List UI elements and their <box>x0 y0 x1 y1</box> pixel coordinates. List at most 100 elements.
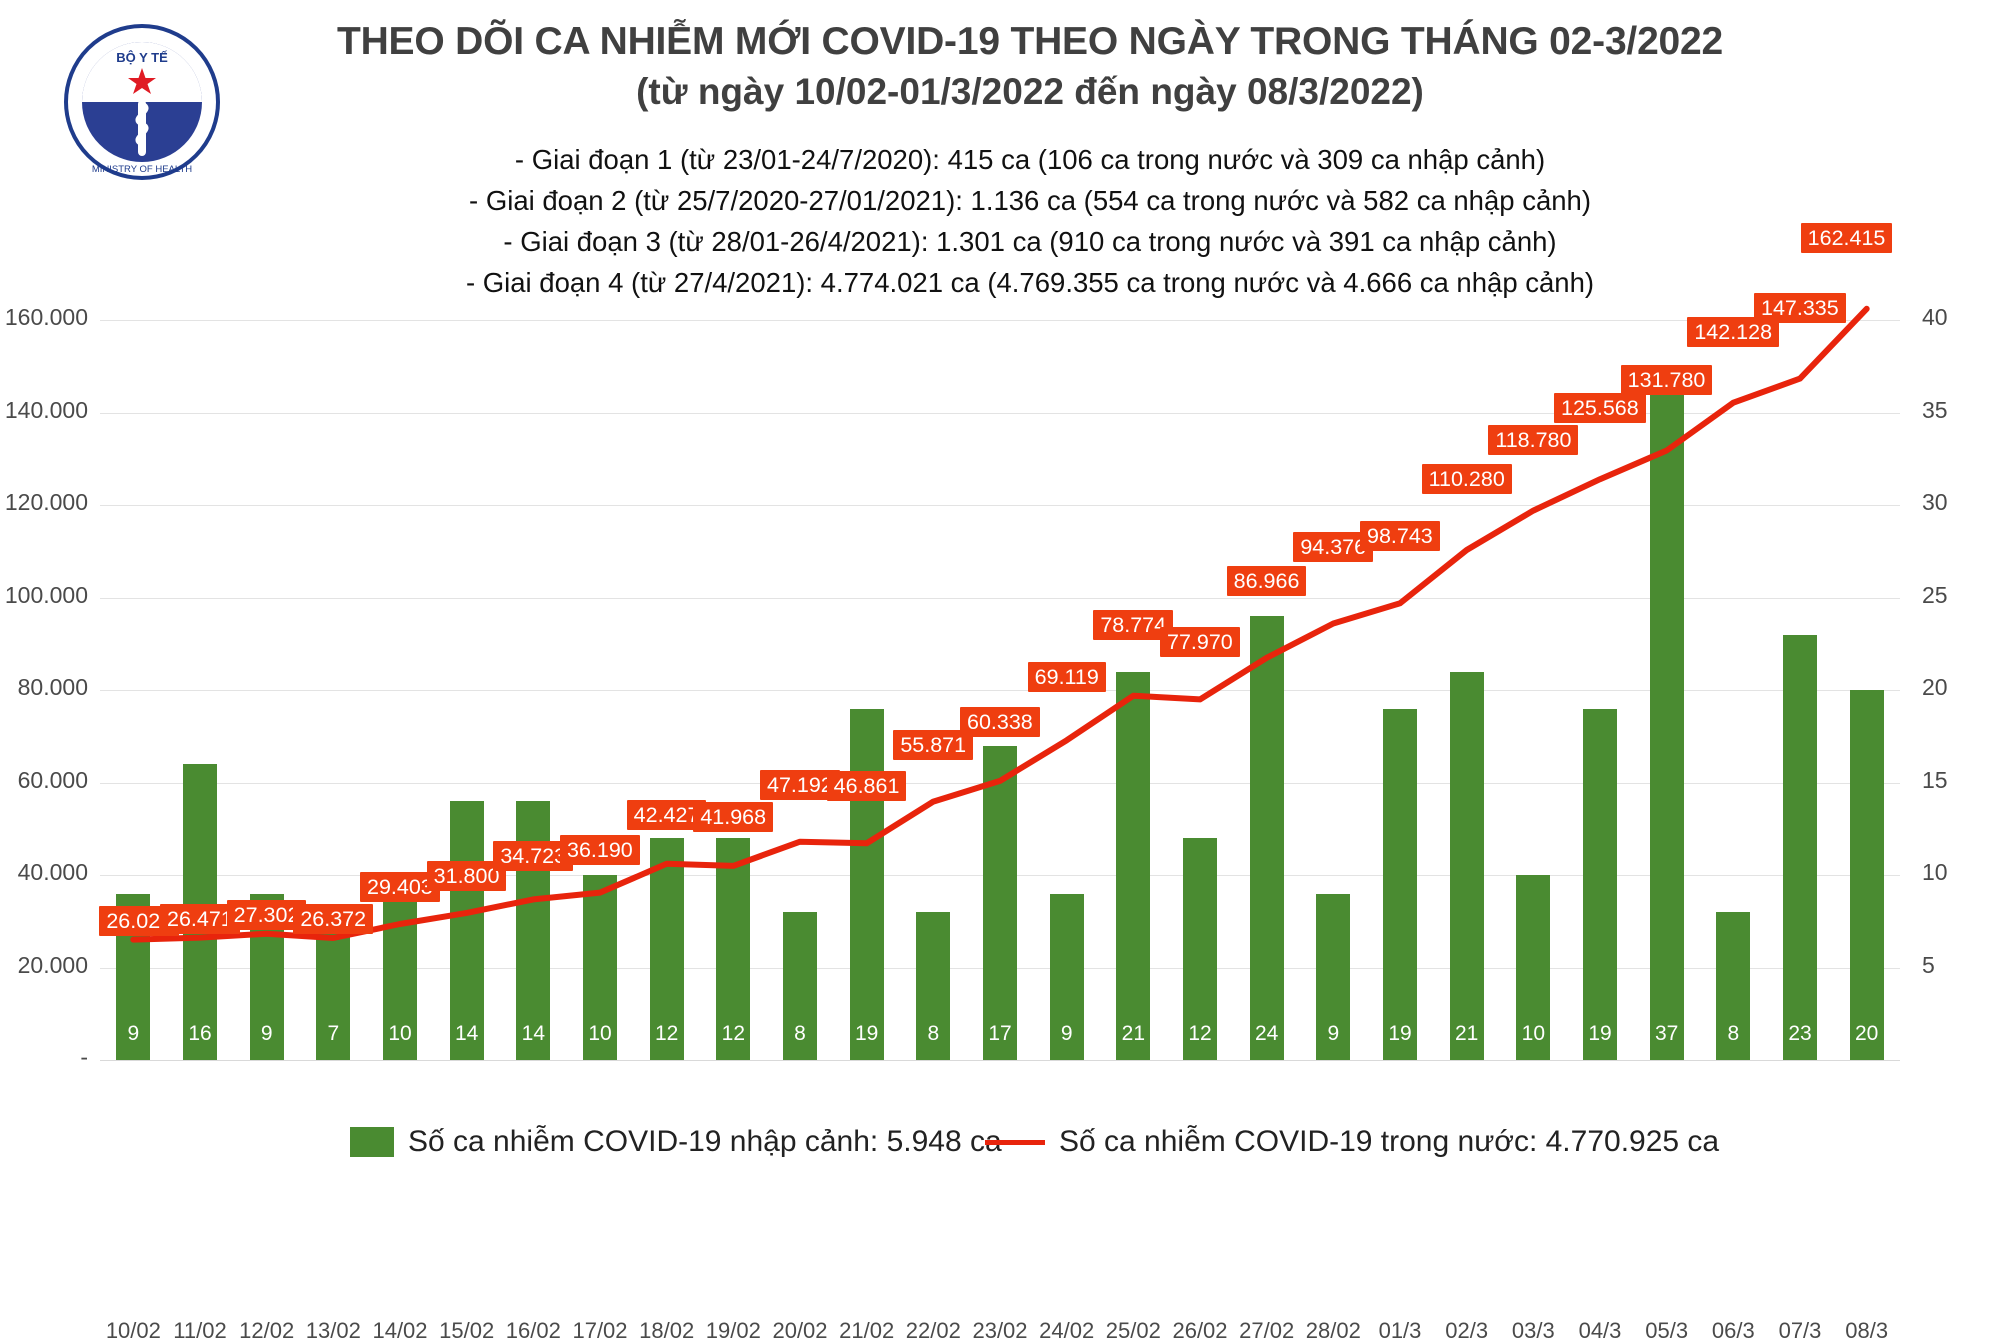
line-point-label: 147.335 <box>1754 292 1846 323</box>
line-point-label: 110.280 <box>1421 463 1512 494</box>
legend-item-imported: Số ca nhiễm COVID-19 nhập cảnh: 5.948 ca <box>350 1125 1002 1159</box>
bar-value-label: 37 <box>1654 1022 1679 1045</box>
line-point-label: 162.415 <box>1800 222 1893 253</box>
y-axis-tick-left: 120.000 <box>4 489 88 515</box>
bar-value-label: 14 <box>454 1022 479 1045</box>
bar-value-label: 8 <box>1727 1022 1740 1045</box>
phase-line-3: - Giai đoạn 3 (từ 28/01-26/4/2021): 1.30… <box>503 225 1557 257</box>
bar-value-label: 10 <box>1521 1022 1545 1045</box>
bar-value-label: 16 <box>188 1022 212 1045</box>
bar-imported-cases[interactable] <box>716 838 751 1060</box>
line-point-label: 26.372 <box>293 904 374 935</box>
gridline <box>100 320 1900 321</box>
bar-value-label: 8 <box>794 1022 806 1045</box>
phase-line-1: - Giai đoạn 1 (từ 23/01-24/7/2020): 415 … <box>514 144 1546 175</box>
bar-value-label: 19 <box>1388 1022 1412 1045</box>
emblem-icon: BỘ Y TẾ MINISTRY OF HEALTH <box>64 24 220 180</box>
line-point-label: 41.968 <box>693 801 774 832</box>
y-axis-tick-left: 40.000 <box>17 859 88 885</box>
bar-imported-cases[interactable] <box>649 838 684 1060</box>
ministry-of-health-logo: BỘ Y TẾ MINISTRY OF HEALTH <box>62 22 222 182</box>
y-axis-tick-left: 60.000 <box>17 766 88 793</box>
bar-imported-cases[interactable] <box>1316 893 1351 1060</box>
line-point-label: 36.190 <box>560 834 640 865</box>
bar-imported-cases[interactable] <box>383 875 417 1060</box>
bar-value-label: 12 <box>721 1022 745 1045</box>
bar-imported-cases[interactable] <box>983 745 1017 1060</box>
covid-daily-cases-chart: BỘ Y TẾ MINISTRY OF HEALTH THEO DÕI CA N… <box>4 18 1948 1343</box>
phase-line-2: - Giai đoạn 2 (từ 25/7/2020-27/01/2021):… <box>469 184 1591 216</box>
bar-value-label: 10 <box>388 1022 412 1045</box>
bar-value-label: 17 <box>988 1022 1012 1045</box>
line-point-label: 42.427 <box>626 799 707 830</box>
line-point-label: 69.119 <box>1027 662 1106 693</box>
line-point-label: 29.403 <box>360 872 440 902</box>
bar-imported-cases[interactable] <box>1649 375 1684 1060</box>
legend-line-label: Số ca nhiễm COVID-19 trong nước: 4.770.9… <box>1059 1125 1720 1158</box>
bar-imported-cases[interactable] <box>1783 634 1817 1060</box>
bar-value-label: 8 <box>927 1022 940 1045</box>
bar-value-label: 9 <box>1327 1022 1340 1045</box>
bar-imported-cases[interactable] <box>1249 616 1284 1060</box>
line-point-label: 27.302 <box>226 899 307 930</box>
chart-title: THEO DÕI CA NHIỄM MỚI COVID-19 THEO NGÀY… <box>336 20 1724 63</box>
line-point-label: 78.774 <box>1093 609 1174 640</box>
bar-imported-cases[interactable] <box>1449 671 1484 1060</box>
line-point-label: 31.800 <box>426 860 507 891</box>
line-point-label: 55.871 <box>893 729 974 760</box>
bar-value-label: 12 <box>654 1022 679 1045</box>
legend-line-swatch-icon <box>985 1139 1045 1145</box>
bar-value-label: 12 <box>1188 1022 1212 1045</box>
bar-imported-cases[interactable] <box>1116 671 1151 1060</box>
chart-title-block: THEO DÕI CA NHIỄM MỚI COVID-19 THEO NGÀY… <box>330 18 1730 116</box>
line-point-label: 34.723 <box>493 841 574 872</box>
bar-imported-cases[interactable] <box>783 912 817 1060</box>
line-point-label: 118.780 <box>1488 424 1579 455</box>
y-axis-tick-left: 140.000 <box>4 396 88 423</box>
bar-value-label: 14 <box>521 1022 545 1045</box>
line-point-label: 47.192 <box>760 769 840 800</box>
chart-subtitle: (từ ngày 10/02-01/3/2022 đến ngày 08/3/2… <box>636 70 1424 112</box>
line-point-label: 77.970 <box>1160 627 1240 658</box>
bar-imported-cases[interactable] <box>1183 838 1217 1060</box>
y-axis-tick-right: 5 <box>1922 951 1935 978</box>
line-point-label: 94.376 <box>1293 531 1374 562</box>
gridline <box>100 505 1900 506</box>
bar-value-label: 21 <box>1121 1022 1145 1045</box>
line-point-label: 46.861 <box>826 771 907 802</box>
line-point-label: 98.743 <box>1360 521 1440 552</box>
bar-imported-cases[interactable] <box>449 801 484 1060</box>
line-point-label: 125.568 <box>1554 393 1646 424</box>
legend-bar-label: Số ca nhiễm COVID-19 nhập cảnh: 5.948 ca <box>408 1125 1002 1158</box>
bar-value-label: 9 <box>260 1022 273 1045</box>
bar-imported-cases[interactable] <box>1516 875 1551 1060</box>
x-axis-tick-label: 08/3 <box>1845 1318 1889 1343</box>
bar-imported-cases[interactable] <box>1383 708 1417 1060</box>
bar-imported-cases[interactable] <box>916 912 951 1060</box>
y-axis-tick-left: 20.000 <box>17 951 88 978</box>
bar-imported-cases[interactable] <box>1849 690 1884 1060</box>
y-axis-tick-right: 40 <box>1922 304 1948 330</box>
y-axis-tick-left: 160.000 <box>4 304 88 330</box>
y-axis-tick-right: 20 <box>1922 674 1948 700</box>
phase-line-4: - Giai đoạn 4 (từ 27/4/2021): 4.774.021 … <box>465 266 1595 298</box>
bar-imported-cases[interactable] <box>1049 893 1084 1060</box>
bar-value-label: 23 <box>1788 1022 1812 1045</box>
y-axis-tick-right: 10 <box>1922 859 1948 885</box>
bar-value-label: 20 <box>1854 1022 1879 1045</box>
line-point-label: 60.338 <box>960 706 1040 737</box>
bar-imported-cases[interactable] <box>316 930 351 1060</box>
bar-imported-cases[interactable] <box>583 875 617 1060</box>
svg-text:BỘ Y TẾ: BỘ Y TẾ <box>116 50 168 65</box>
y-axis-tick-right: 15 <box>1922 766 1948 793</box>
bar-imported-cases[interactable] <box>1583 708 1617 1060</box>
y-axis-tick-left: - <box>80 1044 88 1070</box>
y-axis-tick-left: 80.000 <box>17 674 88 700</box>
y-axis-tick-right: 30 <box>1922 489 1948 515</box>
bar-imported-cases[interactable] <box>849 708 884 1060</box>
phase-summary-list: - Giai đoạn 1 (từ 23/01-24/7/2020): 415 … <box>330 140 1730 304</box>
y-axis-tick-right: 35 <box>1922 396 1948 423</box>
y-axis-tick-left: 100.000 <box>4 581 88 608</box>
line-point-label: 86.966 <box>1226 565 1307 596</box>
bar-imported-cases[interactable] <box>1716 912 1751 1060</box>
